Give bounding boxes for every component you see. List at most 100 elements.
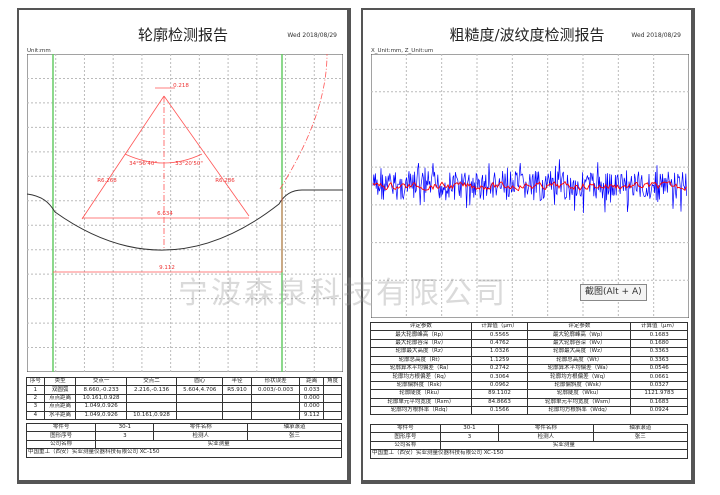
table-cell: 0.5565 bbox=[470, 330, 529, 340]
table-cell: 轮廓单元平均宽度（Wsm） bbox=[527, 397, 632, 407]
footer: 中国重工（西安）实业测量仪器科技有限公司 XC-150 bbox=[26, 448, 342, 458]
table-cell: 1.049,0.926 bbox=[75, 402, 127, 412]
table-cell: 0.3363 bbox=[630, 347, 688, 357]
table-cell bbox=[323, 402, 342, 412]
table-cell bbox=[323, 410, 342, 420]
table-cell bbox=[125, 393, 178, 404]
table-header: 评定参数 计算值（μm） 评定参数 计算值（μm） bbox=[370, 321, 688, 332]
table-row: 轮廓均方根偏差（Rq） 0.3064 轮廓均方根偏差（Wq） 0.0661 bbox=[370, 372, 688, 382]
table-header: 序号 类型 交点一 交点二 圆心 半径 形状误差 距离 角度 bbox=[26, 376, 342, 387]
table-cell: 84.8663 bbox=[470, 397, 529, 407]
table-cell: 0.0327 bbox=[630, 380, 688, 391]
chord-label: 6.634 bbox=[157, 211, 173, 217]
table-cell: 轮廓算术平均偏差（Ra） bbox=[370, 363, 472, 374]
page-title: 粗糙度/波纹度检测报告 bbox=[449, 26, 605, 44]
part-info-table: 零件号 30-1 零件名称 轴承滚道 图形序号 3 检测人 张三 公司名称 实业测量 中国重工… bbox=[25, 422, 342, 458]
table-row: 轮廓最大高度（Rz） 1.0326 轮廓最大高度（Wz） 0.3363 bbox=[370, 347, 688, 357]
table-row: 1 双圆弧 8.660,-0.233 2.216,-0.136 5.604,4.706 R… bbox=[26, 385, 342, 395]
table-cell: 10.161,0.928 bbox=[125, 410, 178, 420]
table-cell: 轮廓均方根偏差（Rq） bbox=[370, 372, 472, 382]
table-row: 2 点点距离 10.161,0.928 0.000 bbox=[26, 393, 342, 404]
table-cell: 0.0546 bbox=[630, 363, 688, 374]
footer: 中国重工（西安）实业测量仪器科技有限公司 XC-150 bbox=[370, 449, 688, 459]
grid bbox=[27, 54, 343, 372]
table-cell: 点点距离 bbox=[43, 402, 77, 412]
table-cell: 0.000 bbox=[299, 402, 325, 412]
table-cell bbox=[176, 410, 224, 420]
table-row: 轮廓陡度（Rku） 89.1102 轮廓陡度（Wku） 1121.9783 bbox=[370, 389, 688, 399]
table-cell: 9.112 bbox=[299, 410, 325, 420]
table-cell: 轮廓均方根偏差（Wq） bbox=[527, 372, 632, 382]
roughness-chart bbox=[371, 54, 689, 318]
part-info-table: 零件号 30-1 零件名称 轴承滚道 图形序号 3 检测人 张三 公司名称 实业测量 中国重工… bbox=[370, 423, 689, 459]
angle-left-label: 34°56'40" bbox=[129, 161, 157, 167]
table-cell bbox=[125, 402, 178, 412]
table-cell: 轮廓偏斜度（Rsk） bbox=[370, 380, 472, 391]
table-cell: 轮廓均方根斜率（Wdq） bbox=[527, 405, 632, 416]
table-cell: 0.0962 bbox=[470, 380, 529, 391]
report-date: Wed 2018/08/29 bbox=[631, 32, 681, 39]
table-cell: 轮廓偏斜度（Wsk） bbox=[527, 380, 632, 391]
table-row: 轮廓单元平均宽度（Rsm） 84.8663 轮廓单元平均宽度（Wsm） 0.1683 bbox=[370, 397, 688, 407]
contour-report-page: 轮廓检测报告 Wed 2018/08/29 Unit:mm 0.218 R6.2… bbox=[17, 8, 351, 484]
table-cell: 8.660,-0.233 bbox=[75, 385, 127, 395]
table-cell: 轮廓单元平均宽度（Rsm） bbox=[370, 397, 472, 407]
table-cell: 点点距离 bbox=[43, 393, 77, 404]
table-cell bbox=[222, 393, 252, 404]
raw-profile-line bbox=[372, 159, 687, 214]
report-date: Wed 2018/08/29 bbox=[287, 32, 337, 39]
table-cell: 1.1259 bbox=[470, 355, 529, 365]
table-cell: 0.1566 bbox=[470, 405, 529, 416]
table-row: 轮廓总高度（Rt） 1.1259 轮廓总高度（Wt） 0.3363 bbox=[370, 355, 688, 365]
table-cell: 0.003/-0.003 bbox=[250, 385, 301, 395]
table-cell: 0.0924 bbox=[630, 405, 688, 416]
table-row: 轮廓算术平均偏差（Ra） 0.2742 轮廓算术平均偏差（Wa） 0.0546 bbox=[370, 363, 688, 374]
table-cell: 5.604,4.706 bbox=[176, 385, 224, 395]
table-cell: R5.910 bbox=[222, 385, 252, 395]
roughness-params-table: 评定参数 计算值（μm） 评定参数 计算值（μm） 最大轮廓峰高（Rp） 0.5565 最… bbox=[370, 321, 688, 416]
table-cell: 轮廓最大高度（Rz） bbox=[370, 347, 472, 357]
table-cell: 轮廓陡度（Wku） bbox=[527, 389, 632, 399]
table-cell: 0.1683 bbox=[630, 330, 688, 340]
table-cell: 轮廓总高度（Wt） bbox=[527, 355, 632, 365]
watermark: 宁波森泉科技有限公司 bbox=[178, 276, 508, 311]
table-cell: 0.1683 bbox=[630, 397, 688, 407]
table-cell: 双圆弧 bbox=[43, 385, 77, 395]
width-label: 9.112 bbox=[159, 265, 175, 271]
table-cell: 0.3064 bbox=[470, 372, 529, 382]
table-row: 4 水平距离 1.049,0.926 10.161,0.928 9.112 bbox=[26, 410, 342, 420]
table-cell bbox=[323, 393, 342, 404]
table-cell: 0.3363 bbox=[630, 355, 688, 365]
table-cell: 0.033 bbox=[299, 385, 325, 395]
table-cell bbox=[323, 385, 342, 395]
table-cell: 0.4762 bbox=[470, 338, 529, 349]
table-cell: 89.1102 bbox=[470, 389, 529, 399]
angle-right-label: 33°20'50" bbox=[175, 161, 203, 167]
table-cell: 1121.9783 bbox=[630, 389, 688, 399]
table-cell: 水平距离 bbox=[43, 410, 77, 420]
table-cell: 3 bbox=[26, 402, 45, 412]
page-title: 轮廓检测报告 bbox=[137, 26, 228, 44]
table-cell bbox=[176, 393, 224, 404]
table-cell: 轮廓均方根斜率（Rdq） bbox=[370, 405, 472, 416]
table-cell: 轮廓算术平均偏差（Wa） bbox=[527, 363, 632, 374]
measurement-annotations bbox=[53, 54, 328, 273]
roughness-report-page: 粗糙度/波纹度检测报告 Wed 2018/08/29 X_Unit:mm, Z_… bbox=[361, 8, 695, 484]
table-cell bbox=[250, 402, 301, 412]
table-cell: 2 bbox=[26, 393, 45, 404]
table-cell: 1.049,0.926 bbox=[75, 410, 127, 420]
screenshot-tooltip: 截图(Alt + A) bbox=[580, 284, 647, 301]
table-cell: 最大轮廓峰高（Rp） bbox=[370, 330, 472, 340]
contour-chart: 0.218 R6.268 R6.286 34°56'40" 33°20'50" … bbox=[27, 54, 343, 372]
contour-results-table: 序号 类型 交点一 交点二 圆心 半径 形状误差 距离 角度 1 双圆弧 8.660,-0.233 2… bbox=[26, 376, 342, 420]
table-row: 轮廓偏斜度（Rsk） 0.0962 轮廓偏斜度（Wsk） 0.0327 bbox=[370, 380, 688, 391]
table-cell bbox=[222, 410, 252, 420]
table-cell: 10.161,0.928 bbox=[75, 393, 127, 404]
table-cell bbox=[222, 402, 252, 412]
grid bbox=[371, 54, 689, 318]
table-row: 最大轮廓峰高（Rp） 0.5565 最大轮廓峰高（Wp） 0.1683 bbox=[370, 330, 688, 340]
table-cell: 0.0661 bbox=[630, 372, 688, 382]
table-cell bbox=[250, 410, 301, 420]
unit-label: X_Unit:mm, Z_Unit:um bbox=[371, 48, 434, 54]
table-cell: 0.1680 bbox=[630, 338, 688, 349]
